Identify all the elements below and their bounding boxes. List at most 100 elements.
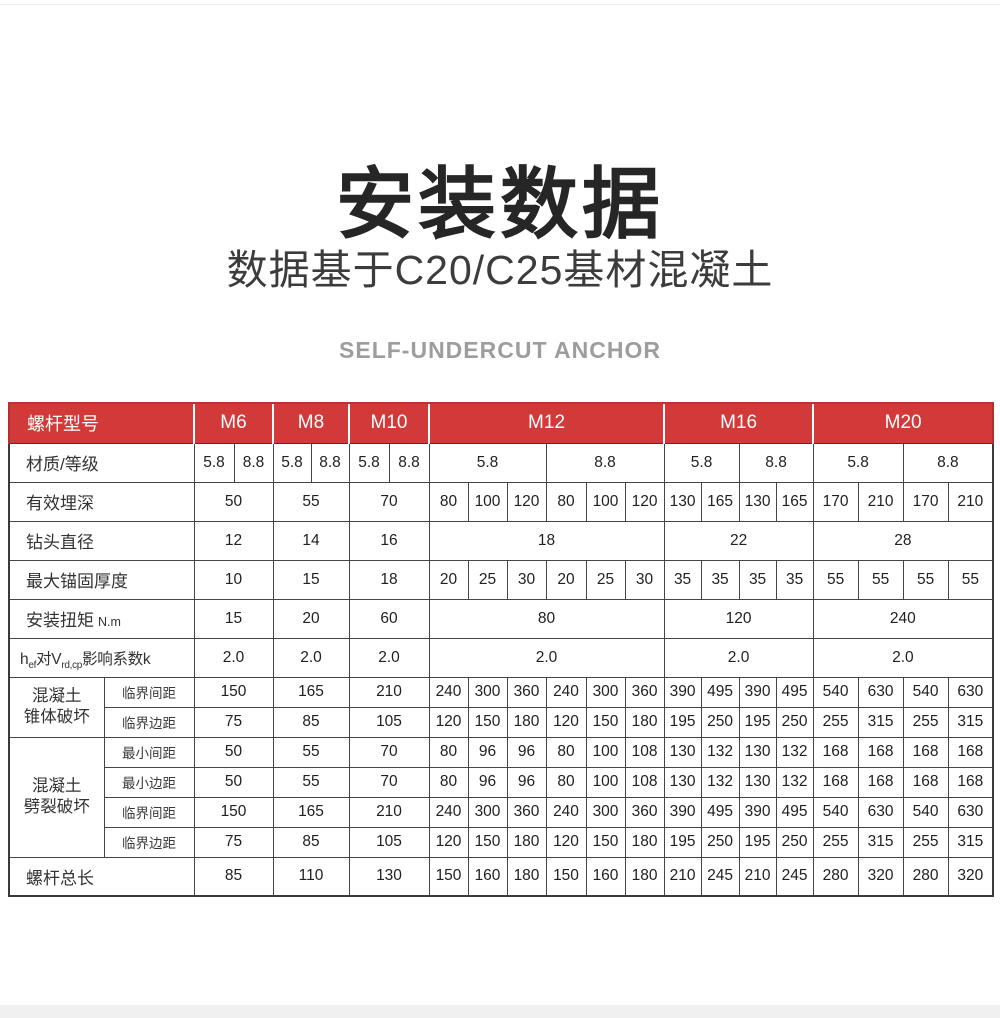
table-cell: 255 <box>812 706 859 738</box>
row-label: hef对Vrd,cp影响系数k <box>8 637 195 678</box>
table-cell: 180 <box>506 826 547 858</box>
table-cell: 8.8 <box>902 442 994 483</box>
row-sub-label: 临界间距 <box>103 676 195 708</box>
table-cell: 80 <box>428 481 469 522</box>
table-cell: 8.8 <box>233 442 274 483</box>
table-row: 螺杆型号 M6 M8 M10 M12 M16 M20 <box>8 402 995 444</box>
table-cell: 630 <box>947 676 994 708</box>
table-row: hef对Vrd,cp影响系数k 2.0 2.0 2.0 2.0 2.0 2.0 <box>8 637 994 678</box>
row-label: 螺杆总长 <box>8 856 195 897</box>
table-cell: 195 <box>663 826 702 858</box>
table-cell: 22 <box>663 520 814 561</box>
table-cell: 150 <box>585 706 626 738</box>
table-cell: 240 <box>428 796 469 828</box>
table-cell: 75 <box>193 706 274 738</box>
row-sub-label: 最小边距 <box>103 766 195 798</box>
table-cell: 5.8 <box>272 442 312 483</box>
table-cell: 250 <box>775 826 814 858</box>
table-cell: 210 <box>947 481 994 522</box>
table-cell: 20 <box>545 559 587 600</box>
table-cell: 8.8 <box>738 442 814 483</box>
row-sub-label: 最小间距 <box>103 736 195 768</box>
table-cell: 315 <box>947 706 994 738</box>
table-cell: 120 <box>545 706 587 738</box>
table-cell: 16 <box>348 520 430 561</box>
table-cell: 96 <box>506 736 547 768</box>
row-label: 有效埋深 <box>8 481 195 522</box>
table-cell: 320 <box>947 856 994 897</box>
spec-table: 螺杆型号 M6 M8 M10 M12 M16 M20 材质/等级 5.8 8.8 5.8 8.8 5.… <box>8 402 995 897</box>
table-cell: 120 <box>663 598 814 639</box>
table-cell: 50 <box>193 481 274 522</box>
page-title: 安装数据 <box>335 160 664 249</box>
table-cell: 390 <box>663 796 702 828</box>
table-cell: 180 <box>624 856 665 897</box>
column-header: M20 <box>812 402 995 444</box>
table-cell: 85 <box>272 706 350 738</box>
table-cell: 210 <box>857 481 904 522</box>
table-cell: 168 <box>902 766 949 798</box>
table-cell: 150 <box>193 796 274 828</box>
table-cell: 105 <box>348 826 430 858</box>
table-cell: 255 <box>902 706 949 738</box>
table-cell: 210 <box>738 856 777 897</box>
table-cell: 105 <box>348 706 430 738</box>
table-row: 临界边距 75 85 105 120 150 180 120 150 180 195 250 195 25… <box>9 706 994 738</box>
row-label: 安装扭矩 N.m <box>8 598 195 639</box>
table-cell: 150 <box>585 826 626 858</box>
table-cell: 240 <box>545 796 587 828</box>
table-cell: 132 <box>775 766 814 798</box>
column-header: M16 <box>663 402 814 444</box>
table-cell: 495 <box>775 676 814 708</box>
table-cell: 280 <box>902 856 949 897</box>
table-cell: 20 <box>272 598 350 639</box>
table-cell: 360 <box>624 676 665 708</box>
table-cell: 540 <box>812 796 859 828</box>
table-cell: 120 <box>428 826 469 858</box>
column-header: M12 <box>427 402 665 444</box>
row-group-label: 混凝土 劈裂破坏 <box>8 736 105 858</box>
column-header: M8 <box>272 402 349 444</box>
table-cell: 360 <box>506 676 547 708</box>
table-cell: 630 <box>857 676 904 708</box>
table-cell: 50 <box>193 766 274 798</box>
table-cell: 15 <box>272 559 350 600</box>
table-cell: 150 <box>467 706 508 738</box>
table-cell: 300 <box>467 676 508 708</box>
table-cell: 130 <box>663 481 702 522</box>
column-header: 螺杆型号 <box>8 402 194 444</box>
table-cell: 30 <box>624 559 665 600</box>
table-cell: 150 <box>545 856 587 897</box>
table-cell: 110 <box>272 856 350 897</box>
table-cell: 120 <box>624 481 665 522</box>
table-cell: 130 <box>738 766 777 798</box>
table-cell: 80 <box>545 766 587 798</box>
table-cell: 320 <box>857 856 904 897</box>
table-cell: 630 <box>857 796 904 828</box>
table-cell: 80 <box>428 598 665 639</box>
table-cell: 210 <box>348 676 430 708</box>
unit-label: N.m <box>98 615 121 629</box>
table-cell: 12 <box>193 520 274 561</box>
table-cell: 8.8 <box>388 442 430 483</box>
table-cell: 255 <box>812 826 859 858</box>
table-row: 螺杆总长 85 110 130 150 160 180 150 160 180 210 245 210 2… <box>8 856 994 897</box>
table-row: 有效埋深 50 55 70 80 100 120 80 100 120 130 165 130 165 17… <box>8 481 994 522</box>
table-cell: 495 <box>775 796 814 828</box>
table-cell: 5.8 <box>812 442 904 483</box>
table-row: 临界间距 150 165 210 240 300 360 240 300 360 390 495 390… <box>9 796 994 828</box>
table-cell: 5.8 <box>428 442 547 483</box>
table-cell: 100 <box>467 481 508 522</box>
table-cell: 165 <box>775 481 814 522</box>
table-cell: 168 <box>857 736 904 768</box>
table-cell: 130 <box>738 481 777 522</box>
table-cell: 360 <box>624 796 665 828</box>
table-cell: 10 <box>193 559 274 600</box>
table-cell: 70 <box>348 766 430 798</box>
table-cell: 315 <box>947 826 994 858</box>
page-subtitle: 数据基于C20/C25基材混凝土 <box>226 247 774 293</box>
table-cell: 2.0 <box>193 637 274 678</box>
table-cell: 300 <box>467 796 508 828</box>
table-cell: 85 <box>272 826 350 858</box>
table-cell: 55 <box>272 766 350 798</box>
